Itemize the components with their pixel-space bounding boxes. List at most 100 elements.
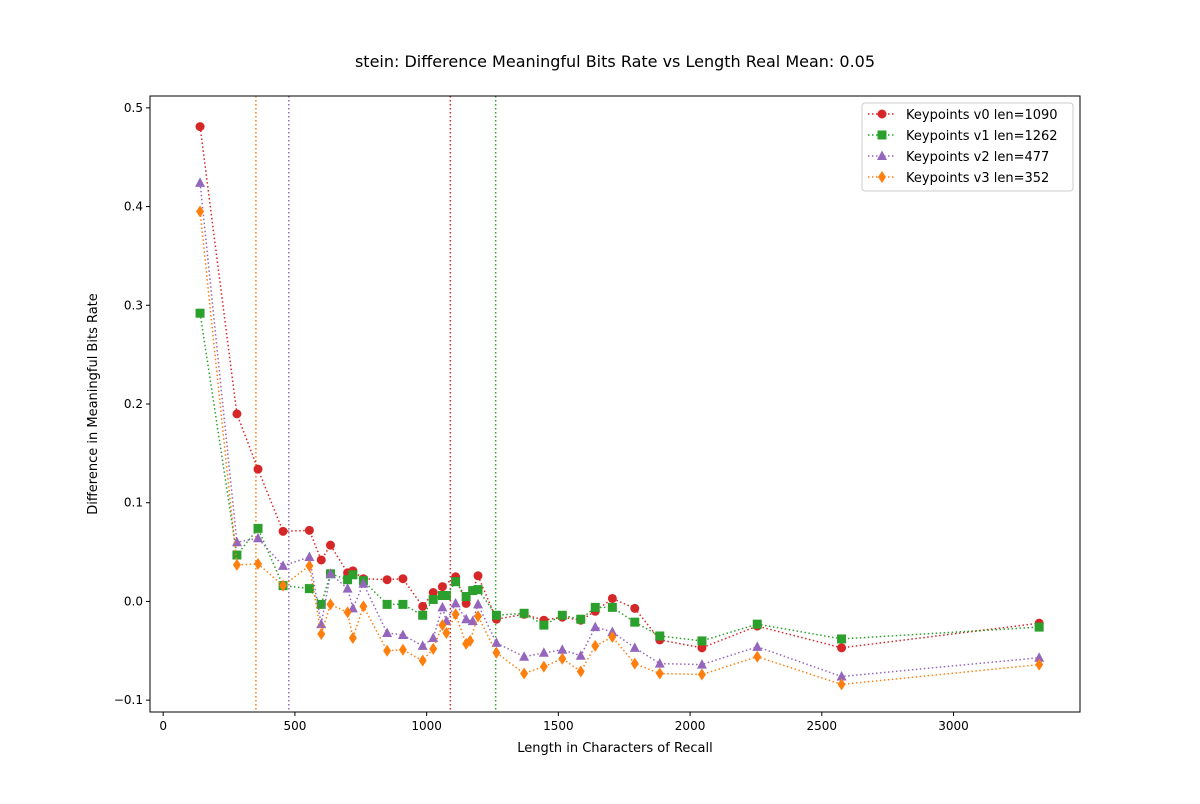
data-point — [837, 678, 846, 691]
data-point — [398, 574, 408, 584]
data-point — [466, 634, 475, 647]
y-tick-label: 0.5 — [124, 101, 143, 115]
data-point — [253, 464, 263, 474]
data-point — [398, 643, 407, 656]
data-point — [317, 628, 326, 641]
data-point — [491, 637, 502, 647]
legend-item: Keypoints v0 len=1090 — [868, 108, 1058, 123]
data-point — [304, 525, 314, 535]
data-point — [437, 601, 448, 612]
data-point — [304, 551, 315, 562]
data-point — [316, 599, 326, 609]
legend-marker — [877, 150, 887, 160]
data-point — [278, 560, 289, 570]
data-point — [539, 620, 549, 630]
data-point — [382, 575, 392, 585]
data-point — [608, 630, 617, 643]
data-point — [451, 577, 461, 587]
data-point — [697, 636, 707, 646]
legend-label: Keypoints v1 len=1262 — [906, 129, 1058, 144]
data-point — [278, 526, 288, 536]
data-point — [836, 670, 847, 681]
data-point — [442, 627, 451, 640]
data-point — [538, 647, 549, 657]
data-point — [418, 601, 428, 611]
data-point — [305, 559, 314, 572]
data-point — [326, 598, 335, 611]
data-point — [654, 658, 665, 668]
data-point — [325, 540, 335, 550]
x-tick-label: 500 — [283, 719, 306, 733]
data-point — [752, 619, 762, 629]
data-point — [382, 599, 392, 609]
data-point — [348, 570, 358, 580]
data-point — [607, 593, 617, 603]
legend-box — [861, 102, 1074, 192]
reference-lines — [255, 96, 497, 712]
data-point — [696, 659, 707, 669]
data-point — [752, 641, 763, 651]
data-point — [590, 621, 601, 632]
series-layer — [195, 122, 1045, 691]
data-point — [630, 603, 640, 613]
data-point — [231, 536, 242, 547]
data-point — [195, 122, 205, 132]
data-point — [451, 608, 460, 621]
legend-marker — [877, 130, 887, 140]
data-point — [630, 657, 639, 670]
legend-marker — [877, 109, 887, 119]
data-point — [438, 619, 447, 632]
data-point — [467, 615, 478, 626]
data-point — [232, 409, 242, 419]
data-point — [428, 588, 438, 598]
data-point — [429, 642, 438, 655]
data-point — [437, 582, 447, 592]
x-axis: 0 500 1000 1500 2000 2500 3000 — [159, 712, 969, 733]
data-point — [837, 634, 847, 644]
x-tick-label: 0 — [159, 719, 167, 733]
data-point — [342, 583, 353, 593]
legend-label: Keypoints v3 len=352 — [906, 171, 1049, 186]
data-point — [607, 602, 617, 612]
data-point — [397, 629, 408, 639]
data-point — [629, 642, 640, 652]
y-axis-label: Difference in Meaningful Bits Rate — [86, 293, 101, 515]
legend-label: Keypoints v2 len=477 — [906, 150, 1049, 165]
data-point — [232, 558, 241, 571]
chart-title: stein: Difference Meaningful Bits Rate v… — [355, 52, 875, 71]
data-point — [590, 602, 600, 612]
y-tick-label: −0.1 — [114, 693, 143, 707]
data-point — [232, 550, 242, 560]
y-tick-label: 0.0 — [124, 594, 143, 608]
data-point — [557, 610, 567, 620]
legend-item: Keypoints v2 len=477 — [868, 150, 1049, 165]
data-point — [591, 639, 600, 652]
legend-item: Keypoints v3 len=352 — [868, 171, 1049, 186]
data-point — [557, 644, 568, 654]
data-point — [539, 660, 548, 673]
legend-marker — [878, 171, 886, 183]
data-point — [359, 600, 368, 613]
data-point — [418, 654, 427, 667]
data-point — [316, 555, 326, 565]
data-point — [697, 668, 706, 681]
y-tick-label: 0.3 — [124, 298, 143, 312]
data-point — [450, 597, 461, 608]
data-point — [253, 532, 264, 543]
x-tick-label: 2000 — [675, 719, 706, 733]
data-point — [441, 591, 451, 601]
data-point — [383, 644, 392, 657]
data-point — [468, 586, 478, 596]
data-point — [195, 177, 206, 187]
data-point — [279, 579, 288, 592]
y-axis: −0.1 0.0 0.1 0.2 0.3 0.4 0.5 — [114, 101, 150, 707]
data-point — [428, 632, 439, 642]
data-point — [398, 599, 408, 609]
data-point — [558, 652, 567, 665]
legend-item: Keypoints v1 len=1262 — [868, 129, 1058, 144]
data-point — [343, 575, 353, 585]
data-point — [348, 631, 357, 644]
data-point — [576, 614, 586, 624]
data-point — [520, 667, 529, 680]
